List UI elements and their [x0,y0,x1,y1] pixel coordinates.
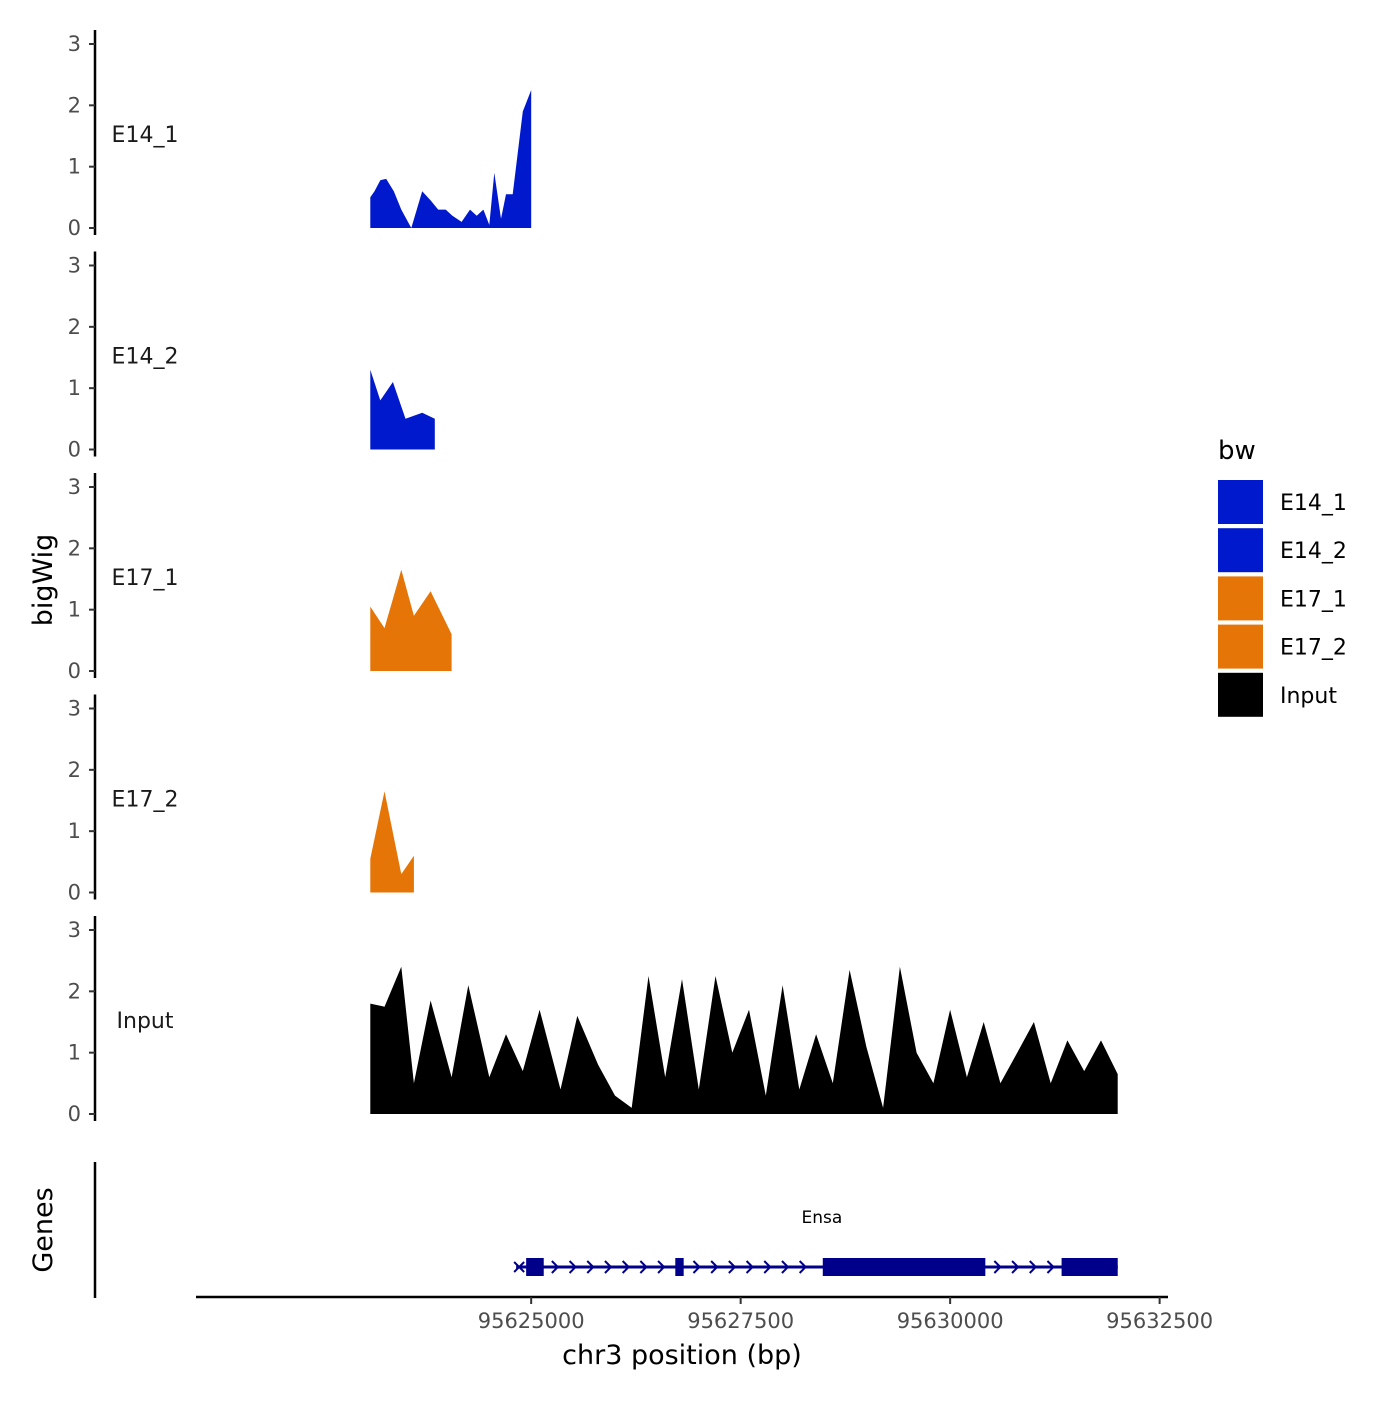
strand-arrow [781,1260,790,1274]
track-label: E14_1 [112,123,179,148]
track-e14-1: 0 1 2 3 E14_1 [68,30,532,240]
signal-area [370,791,414,893]
legend-label: E17_2 [1280,636,1347,661]
strand-arrow [604,1260,613,1274]
y-tick-label: 2 [68,979,81,1003]
gene-start-mark [513,1261,525,1273]
x-tick-label: 95627500 [687,1309,794,1333]
strand-arrow [639,1260,648,1274]
y-tick-label: 3 [68,254,81,278]
y-tick-label: 1 [68,819,81,843]
track-label: E17_2 [112,788,179,813]
y-tick-label: 0 [68,1102,81,1126]
legend-entry: E14_1 [1218,480,1347,524]
y-tick-label: 2 [68,758,81,782]
exon [675,1258,684,1276]
legend-entry: E14_2 [1218,528,1347,573]
track-e17-1: 0 1 2 3 E17_1 [68,473,452,683]
strand-arrow [710,1260,719,1274]
strand-arrow [568,1260,577,1274]
strand-arrow [798,1260,808,1274]
legend-label: E17_1 [1280,587,1347,612]
y-tick-label: 2 [68,93,81,117]
y-tick-label: 3 [68,32,81,56]
strand-arrow [1011,1260,1020,1274]
legend-label: Input [1280,684,1337,709]
x-tick-label: 95630000 [897,1309,1004,1333]
legend-entry: E17_1 [1218,576,1347,621]
track-label: E14_2 [112,345,179,370]
y-tick-label: 0 [68,216,81,240]
signal-area [370,569,452,671]
y-tick-label: 1 [68,155,81,179]
strand-arrow [745,1260,754,1274]
track-label: E17_1 [112,566,179,591]
y-tick-label: 3 [68,697,81,721]
gene-track: Ensa [93,1162,1118,1298]
signal-area [370,966,1118,1114]
exon [1061,1258,1118,1276]
legend-label: E14_1 [1280,491,1347,516]
exon [526,1258,544,1276]
y-tick-label: 0 [68,881,81,905]
legend-entry: Input [1218,672,1337,717]
y-tick-label: 2 [68,536,81,560]
track-e17-2: 0 1 2 3 E17_2 [68,694,414,905]
y-tick-label: 0 [68,659,81,683]
legend-title: bw [1218,436,1256,466]
strand-arrow [1046,1260,1055,1274]
strand-arrow [586,1260,595,1274]
y-tick-label: 3 [68,918,81,942]
legend-label: E14_2 [1280,539,1347,564]
legend-swatch [1218,624,1263,669]
legend-entry: E17_2 [1218,624,1347,669]
signal-area [370,90,532,228]
track-label: Input [117,1009,174,1034]
y-tick-label: 1 [68,1041,81,1065]
strand-arrow [763,1260,772,1274]
x-tick-label: 95625000 [478,1309,585,1333]
legend-swatch [1218,576,1263,621]
legend-swatch [1218,480,1263,524]
y-axis-title: bigWig [28,534,59,627]
strand-arrow [551,1260,560,1274]
y-tick-label: 1 [68,376,81,400]
legend-swatch [1218,528,1263,573]
track-input: 0 1 2 3 Input [68,916,1118,1126]
y-tick-label: 2 [68,315,81,339]
strand-arrow [1029,1260,1038,1274]
track-e14-2: 0 1 2 3 E14_2 [68,251,435,462]
y-tick-label: 0 [68,438,81,462]
x-axis: 95625000 95627500 95630000 95632500 [196,1295,1213,1333]
x-tick-label: 95632500 [1106,1309,1213,1333]
strand-arrow [993,1260,1002,1274]
signal-area [370,369,435,450]
strand-arrow [692,1260,701,1274]
strand-arrow [657,1260,666,1274]
y-tick-label: 1 [68,598,81,622]
gene-label: Ensa [802,1208,843,1228]
legend-swatch [1218,672,1263,717]
exon [822,1258,986,1276]
strand-arrow [728,1260,737,1274]
y-tick-label: 3 [68,475,81,499]
x-axis-title: chr3 position (bp) [562,1340,802,1371]
genes-axis-title: Genes [28,1187,59,1272]
tracks: 0 1 2 3 E14_1 0 1 2 3 E14_2 0 1 2 3 E17_1 0 1 2 3 E17_2 0 1 2 3… [68,30,1118,1126]
strand-arrow [621,1260,631,1274]
legend: bw E14_1 E14_2 E17_1 E17_2 Input [1218,436,1347,717]
